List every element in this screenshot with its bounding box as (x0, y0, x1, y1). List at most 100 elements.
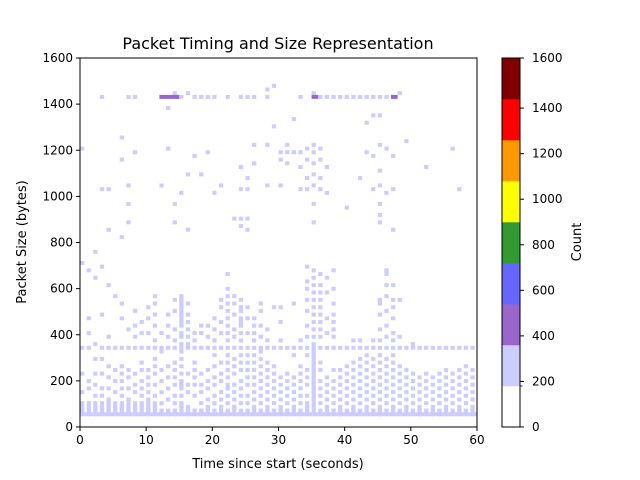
heatmap-cell (338, 404, 343, 409)
heatmap-cell (285, 408, 290, 413)
heatmap-cell (113, 379, 118, 384)
heatmap-cell (397, 393, 402, 398)
heatmap-cell (371, 345, 376, 350)
heatmap-cell (371, 371, 376, 376)
heatmap-cell (225, 294, 230, 299)
heatmap-cell (318, 345, 323, 350)
heatmap-cell (331, 345, 336, 350)
heatmap-cell (271, 305, 277, 310)
heatmap-cell (463, 408, 469, 413)
heatmap-cell (185, 408, 191, 413)
heatmap-cell (338, 408, 343, 413)
heatmap-cell (278, 157, 283, 162)
heatmap-cell (397, 297, 402, 302)
heatmap-cell (258, 345, 263, 350)
heatmap-cell (424, 401, 429, 406)
heatmap-cell (152, 356, 158, 361)
heatmap-cell (126, 408, 131, 413)
heatmap-cell (99, 386, 105, 391)
heatmap-cell (304, 286, 310, 291)
heatmap-cell (298, 364, 303, 369)
heatmap-cell (450, 386, 455, 391)
x-tick-label: 30 (271, 433, 286, 447)
heatmap-cell (86, 268, 91, 273)
heatmap-cell (390, 187, 396, 192)
heatmap-cell (185, 371, 191, 376)
heatmap-cell (218, 408, 224, 413)
heatmap-cell (285, 142, 290, 147)
heatmap-cell (179, 386, 184, 391)
heatmap-cell (212, 94, 217, 99)
heatmap-cell (192, 94, 197, 99)
heatmap-cell (245, 316, 250, 321)
heatmap-cell (318, 283, 323, 288)
colorbar-band (502, 345, 520, 387)
heatmap-cell (146, 331, 151, 336)
heatmap-cell (364, 353, 369, 358)
heatmap-cell (205, 404, 210, 409)
heatmap-cell (185, 345, 191, 350)
heatmap-cell (252, 375, 257, 380)
heatmap-cell (258, 349, 263, 354)
heatmap-cell (179, 334, 184, 339)
heatmap-cell (113, 404, 118, 409)
heatmap-cell (351, 404, 356, 409)
heatmap-cell (397, 379, 402, 384)
heatmap-cell (185, 227, 191, 232)
heatmap-cell (106, 187, 111, 192)
heatmap-cell (318, 401, 323, 406)
colorbar: 0 200 400 600 800 1000 1200 1400 1600 Count (501, 51, 585, 434)
heatmap-cell (179, 401, 184, 406)
heatmap-cell (179, 312, 184, 317)
heatmap-cell (457, 382, 462, 387)
heatmap-cell (318, 386, 323, 391)
heatmap-cell (245, 94, 250, 99)
heatmap-cell (377, 94, 383, 99)
heatmap-cell (185, 404, 191, 409)
heatmap-cell (298, 345, 303, 350)
heatmap-cell (404, 390, 409, 395)
heatmap-cell (390, 404, 396, 409)
heatmap-cell (377, 301, 383, 306)
heatmap-cell (265, 382, 270, 387)
heatmap-cell (172, 308, 177, 313)
heatmap-cell (252, 382, 257, 387)
heatmap-cell (384, 323, 389, 328)
heatmap-cell (185, 312, 191, 317)
heatmap-cell (225, 401, 230, 406)
heatmap-cell (357, 386, 363, 391)
heatmap-cell (377, 345, 383, 350)
heatmap-cell (126, 94, 131, 99)
heatmap-cell (384, 268, 389, 273)
heatmap-cell (364, 367, 369, 372)
heatmap-cell (291, 345, 296, 350)
heatmap-cell (318, 272, 323, 277)
heatmap-cell (324, 390, 330, 395)
heatmap-cell (285, 386, 290, 391)
heatmap-cell (258, 401, 263, 406)
heatmap-cell (106, 404, 111, 409)
heatmap-cell (390, 390, 396, 395)
heatmap-cell (265, 367, 270, 372)
heatmap-cell (364, 120, 369, 125)
heatmap-cell (351, 375, 356, 380)
heatmap-cell (225, 94, 230, 99)
heatmap-cell (364, 345, 369, 350)
heatmap-cell (185, 319, 191, 324)
heatmap-cell (377, 113, 383, 118)
heatmap-cell (430, 375, 435, 380)
heatmap-cell (80, 404, 85, 409)
heatmap-cell (364, 94, 369, 99)
heatmap-cell (304, 187, 310, 192)
heatmap-cell (238, 345, 244, 350)
heatmap-cell (457, 408, 462, 413)
heatmap-cell (291, 150, 296, 155)
heatmap-cell (430, 390, 435, 395)
heatmap-cell (265, 183, 270, 188)
heatmap-cell (185, 390, 191, 395)
colorbar-tick-label: 600 (532, 283, 555, 297)
heatmap-cell (80, 345, 85, 350)
heatmap-cell (377, 168, 383, 173)
heatmap-cell (139, 331, 144, 336)
heatmap-cell (199, 331, 204, 336)
